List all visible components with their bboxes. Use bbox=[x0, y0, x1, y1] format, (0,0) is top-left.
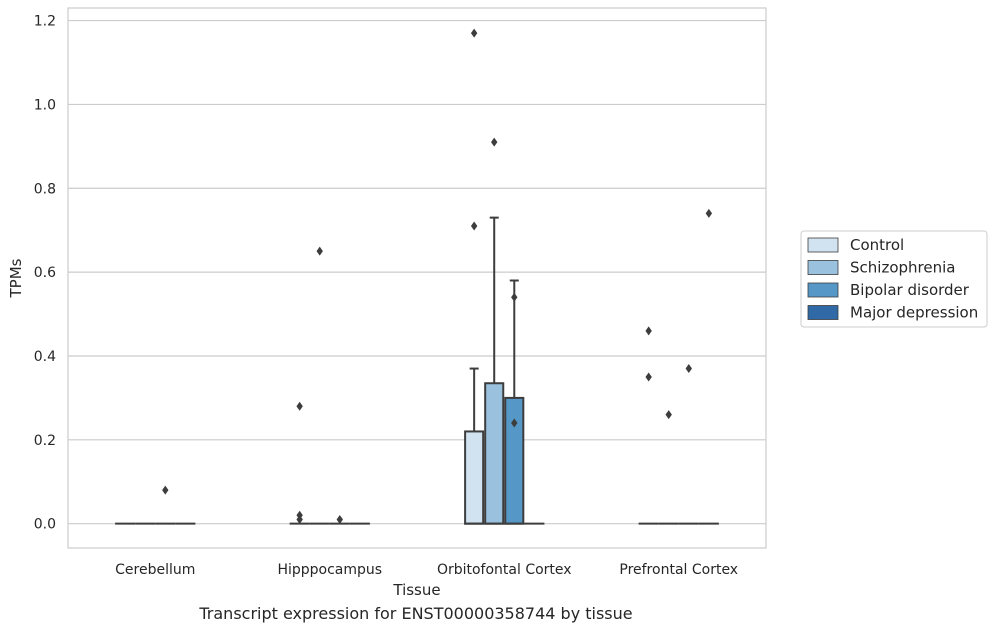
legend-swatch bbox=[807, 282, 839, 298]
x-tick-label: Prefrontal Cortex bbox=[619, 562, 738, 578]
legend-label: Schizophrenia bbox=[850, 259, 955, 277]
outlier-marker bbox=[685, 364, 692, 374]
x-tick-label: Orbitofontal Cortex bbox=[437, 562, 572, 578]
outlier-marker bbox=[336, 514, 343, 524]
legend: Control Schizophrenia Bipolar disorder Majo… bbox=[800, 230, 988, 328]
y-tick-label: 0.0 bbox=[34, 517, 56, 533]
outlier-marker bbox=[665, 410, 672, 420]
y-axis-label: TPMs bbox=[7, 258, 25, 298]
legend-label: Major depression bbox=[850, 304, 978, 322]
legend-swatch bbox=[807, 260, 839, 275]
outlier-marker bbox=[296, 401, 303, 411]
legend-swatch bbox=[807, 305, 839, 320]
y-tick-label: 0.4 bbox=[34, 349, 56, 365]
outlier-marker bbox=[316, 246, 323, 256]
y-tick-label: 0.8 bbox=[34, 181, 56, 197]
y-tick-label: 1.2 bbox=[34, 14, 56, 30]
legend-label: Control bbox=[850, 236, 904, 254]
y-tick-label: 0.2 bbox=[34, 433, 56, 449]
legend-items: Control Schizophrenia Bipolar disorder Majo… bbox=[807, 236, 978, 322]
y-tick-label: 1.0 bbox=[34, 97, 56, 113]
chart-caption: Transcript expression for ENST0000035874… bbox=[199, 604, 633, 623]
legend-frame bbox=[800, 230, 988, 328]
outlier-marker bbox=[296, 514, 303, 524]
box bbox=[484, 382, 505, 525]
plot-area-frame bbox=[67, 7, 767, 549]
y-tick-labels: 0.0 0.2 0.4 0.6 0.8 1.0 1.2 bbox=[34, 14, 56, 533]
y-tick-label: 0.6 bbox=[34, 265, 56, 281]
outlier-marker bbox=[645, 372, 652, 382]
outlier-marker bbox=[470, 221, 478, 231]
outlier-marker bbox=[162, 485, 169, 495]
legend-label: Bipolar disorder bbox=[850, 281, 970, 299]
outliers bbox=[162, 28, 713, 524]
legend-swatch bbox=[807, 237, 839, 253]
boxes bbox=[115, 216, 719, 525]
outlier-marker bbox=[511, 418, 518, 428]
x-tick-label: Hipppocampus bbox=[277, 562, 382, 578]
outlier-marker bbox=[705, 208, 713, 218]
outlier-marker bbox=[470, 28, 478, 38]
outlier-marker bbox=[645, 326, 652, 336]
outlier-marker bbox=[511, 292, 518, 302]
x-axis-label: Tissue bbox=[392, 581, 440, 599]
outlier-marker bbox=[491, 137, 498, 147]
box bbox=[504, 396, 525, 525]
box bbox=[464, 430, 485, 525]
x-tick-labels: Cerebellum Hipppocampus Orbitofontal Corte… bbox=[115, 562, 738, 578]
x-tick-label: Cerebellum bbox=[115, 562, 195, 578]
grid-lines bbox=[68, 19, 766, 525]
